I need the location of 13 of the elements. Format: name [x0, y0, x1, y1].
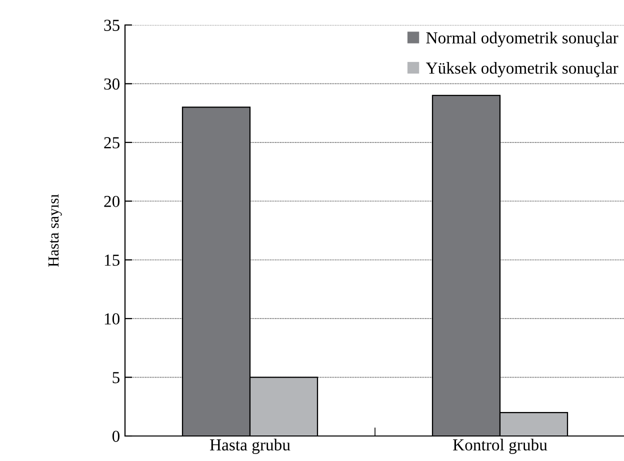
- x-tick-label: Kontrol grubu: [453, 438, 548, 454]
- y-tick-label: 15: [104, 254, 120, 266]
- y-tick-label: 35: [104, 20, 120, 31]
- legend-label: Normal odyometrik sonuçlar: [426, 32, 618, 47]
- y-tick-label: 10: [104, 313, 120, 325]
- y-tick-label: 5: [112, 372, 120, 384]
- y-tick-label: 30: [104, 78, 120, 90]
- y-axis-title: Hasta sayısı: [48, 194, 62, 267]
- y-tick-label: 0: [112, 430, 120, 442]
- x-tick-label: Hasta grubu: [210, 438, 290, 454]
- legend-label: Yüksek odyometrik sonuçlar: [426, 62, 618, 78]
- y-tick-label: 20: [104, 196, 120, 208]
- y-tick-label: 25: [104, 137, 120, 148]
